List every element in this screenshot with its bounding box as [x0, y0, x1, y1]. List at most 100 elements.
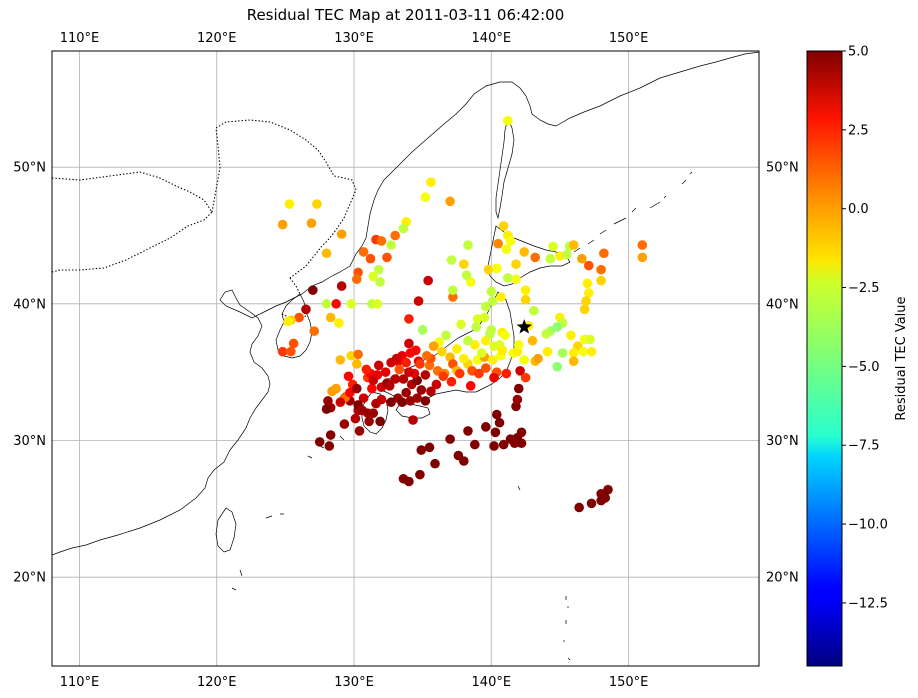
tec-point	[325, 430, 336, 440]
tec-point	[459, 353, 469, 364]
tec-point	[448, 292, 458, 302]
tec-point	[376, 236, 387, 246]
tec-point	[474, 368, 484, 379]
tec-point	[324, 441, 335, 451]
colorbar-gradient	[806, 50, 843, 667]
tec-point	[382, 252, 392, 263]
lon-tick-label-bottom: 150°E	[609, 675, 649, 690]
lon-labels-bottom: 110°E 120°E 130°E 140°E 150°E	[60, 675, 649, 690]
tec-point	[321, 404, 332, 414]
star-icon	[516, 319, 532, 334]
tec-point	[568, 348, 579, 358]
tec-point	[358, 247, 369, 257]
tec-point	[493, 238, 503, 249]
tec-point	[426, 177, 436, 187]
tec-point	[582, 278, 593, 289]
colorbar-tick-label: −5.0	[848, 360, 880, 375]
tec-point	[404, 338, 414, 349]
lon-tick-label-bottom: 120°E	[197, 675, 237, 690]
tec-point	[459, 259, 469, 270]
tec-point	[368, 375, 379, 386]
tec-point	[354, 426, 365, 436]
tec-point	[404, 314, 414, 324]
tec-point	[483, 264, 494, 275]
tec-point	[459, 456, 469, 466]
tec-point	[568, 240, 579, 250]
tec-point	[390, 374, 401, 384]
tec-point	[438, 371, 449, 382]
tec-point	[351, 383, 362, 394]
tec-point	[520, 294, 531, 305]
map-frame	[51, 50, 760, 667]
map-area[interactable]	[51, 50, 760, 698]
tec-point	[321, 299, 332, 309]
tec-point	[334, 318, 344, 328]
tec-point	[456, 319, 466, 330]
tec-point	[441, 330, 451, 341]
tec-point	[533, 353, 543, 364]
tec-point	[284, 199, 295, 209]
lat-tick-label-left: 50°N	[13, 161, 46, 176]
tec-point	[487, 355, 498, 365]
tec-point	[476, 348, 487, 358]
tec-point	[408, 415, 418, 425]
tec-point	[375, 416, 385, 427]
tec-point	[361, 364, 372, 375]
tec-point	[557, 348, 568, 358]
tec-point	[461, 270, 472, 280]
tec-point	[446, 255, 457, 265]
tec-point	[500, 330, 510, 341]
tec-point	[501, 368, 512, 379]
korea-coastline	[275, 293, 313, 359]
tec-point	[351, 274, 362, 285]
lat-tick-label-right: 30°N	[766, 434, 799, 449]
epicenter-marker[interactable]	[516, 319, 532, 334]
colorbar-ticks: 5.0 2.5 0.0 −2.5 −5.0 −7.5 −10.0 −12.5	[842, 45, 888, 611]
tec-point	[494, 417, 505, 428]
tec-point	[430, 458, 440, 469]
graticule	[52, 51, 759, 666]
tec-point	[516, 438, 527, 449]
tec-point	[372, 299, 383, 309]
tec-point	[487, 296, 498, 306]
tec-point	[637, 252, 648, 263]
tec-point	[412, 393, 422, 403]
tec-point	[519, 355, 530, 365]
tec-point	[519, 247, 530, 257]
tec-point	[599, 248, 609, 259]
tec-point	[421, 350, 432, 361]
mainland-coastline	[52, 51, 759, 556]
tec-point	[489, 341, 499, 352]
tec-point	[600, 493, 611, 503]
lat-labels-left: 20°N 30°N 40°N 50°N	[13, 161, 46, 586]
tec-point	[394, 364, 405, 375]
tec-point	[373, 360, 384, 371]
lat-tick-label-right: 20°N	[766, 571, 799, 586]
tec-point	[336, 281, 347, 291]
lat-tick-label-left: 40°N	[13, 297, 46, 312]
tec-point	[541, 329, 552, 339]
tec-point	[596, 275, 606, 286]
tec-point	[529, 305, 539, 316]
tec-point	[312, 199, 322, 209]
tec-point	[446, 376, 457, 387]
tec-point	[463, 335, 473, 346]
tec-point	[452, 344, 462, 354]
tec-point	[350, 413, 361, 424]
tec-point	[410, 345, 421, 356]
tec-point	[397, 397, 407, 408]
tec-point	[306, 218, 317, 228]
tec-point	[437, 346, 447, 357]
lon-tick-label-top: 140°E	[472, 31, 512, 46]
tec-point	[527, 335, 538, 346]
tec-point	[486, 286, 497, 297]
tec-point	[386, 397, 396, 408]
tec-point	[415, 359, 425, 369]
tec-point	[445, 434, 455, 444]
tec-point	[288, 338, 299, 349]
tec-point	[351, 359, 362, 369]
lon-tick-label-bottom: 110°E	[60, 675, 100, 690]
lon-tick-label-top: 150°E	[609, 31, 649, 46]
tec-point	[511, 259, 521, 270]
tec-point	[545, 253, 556, 264]
